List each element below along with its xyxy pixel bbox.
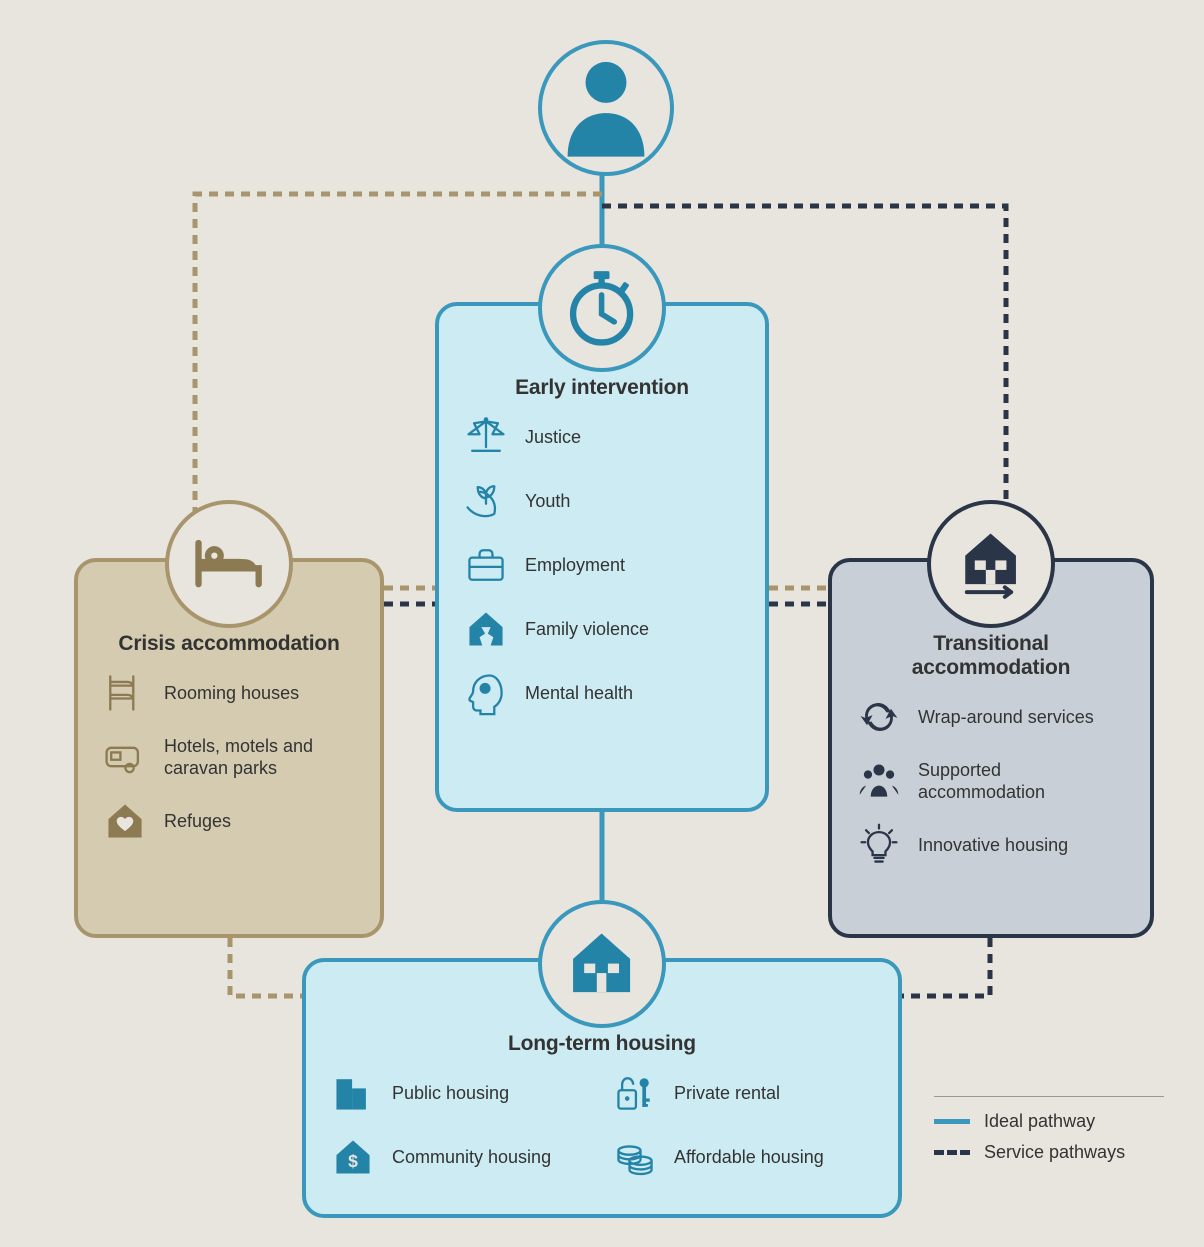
item-label: Innovative housing [918,834,1068,857]
item-label: Public housing [392,1082,509,1105]
crisis-items: Rooming houses Hotels, motels and carava… [102,670,356,844]
house-icon [562,924,641,1003]
long-item: Private rental [612,1070,874,1116]
item-label: Affordable housing [674,1146,824,1169]
person-icon [542,44,670,172]
early-item: Youth [463,478,741,524]
briefcase-icon [463,542,509,588]
trans-head-circle [927,500,1055,628]
item-label: Family violence [525,618,649,641]
item-label: Employment [525,554,625,577]
item-label: Hotels, motels and caravan parks [164,735,356,780]
card-long-term-housing: Long-term housing Public housing Private… [302,958,902,1218]
house-dollar-icon: $ [330,1134,376,1180]
item-label: Community housing [392,1146,551,1169]
bed-icon [189,524,268,603]
head-brain-icon [463,670,509,716]
trans-item: Supported accommodation [856,758,1126,804]
bunk-icon [102,670,148,716]
coins-icon [612,1134,658,1180]
legend-dash-line [934,1150,970,1155]
long-item: $ Community housing [330,1134,592,1180]
item-label: Supported accommodation [918,759,1126,804]
legend-service-label: Service pathways [984,1142,1125,1163]
plant-icon [463,478,509,524]
early-items: Justice Youth Employment Family violence… [463,414,741,716]
legend-ideal-label: Ideal pathway [984,1111,1095,1132]
crisis-title: Crisis accommodation [102,632,356,656]
trans-item: Innovative housing [856,822,1126,868]
item-label: Refuges [164,810,231,833]
trans-items: Wrap-around services Supported accommoda… [856,694,1126,868]
item-label: Private rental [674,1082,780,1105]
item-label: Mental health [525,682,633,705]
long-item: Public housing [330,1070,592,1116]
svg-text:$: $ [348,1151,358,1171]
long-head-circle [538,900,666,1028]
legend-service: Service pathways [934,1142,1164,1163]
diagram-stage: Early intervention Justice Youth Employm… [0,0,1204,1247]
item-label: Wrap-around services [918,706,1094,729]
legend-solid-line [934,1119,970,1124]
item-label: Justice [525,426,581,449]
trans-title: Transitional accommodation [856,632,1126,680]
crisis-head-circle [165,500,293,628]
trans-item: Wrap-around services [856,694,1126,740]
crisis-item: Hotels, motels and caravan parks [102,734,356,780]
early-title: Early intervention [463,376,741,400]
card-early-intervention: Early intervention Justice Youth Employm… [435,302,769,812]
item-label: Youth [525,490,570,513]
early-head-circle [538,244,666,372]
item-label: Rooming houses [164,682,299,705]
early-item: Mental health [463,670,741,716]
crisis-item: Rooming houses [102,670,356,716]
crisis-item: Refuges [102,798,356,844]
long-item: Affordable housing [612,1134,874,1180]
person-circle [538,40,674,176]
people-icon [856,758,902,804]
legend-ideal: Ideal pathway [934,1111,1164,1132]
buildings-icon [330,1070,376,1116]
house-break-icon [463,606,509,652]
lock-key-icon [612,1070,658,1116]
early-item: Justice [463,414,741,460]
house-heart-icon [102,798,148,844]
bulb-icon [856,822,902,868]
card-transitional-accommodation: Transitional accommodation Wrap-around s… [828,558,1154,938]
early-item: Family violence [463,606,741,652]
early-item: Employment [463,542,741,588]
card-crisis-accommodation: Crisis accommodation Rooming houses Hote… [74,558,384,938]
long-title: Long-term housing [330,1032,874,1056]
scales-icon [463,414,509,460]
house-arrow-icon [951,524,1030,603]
long-items: Public housing Private rental $ Community… [330,1070,874,1180]
caravan-icon [102,734,148,780]
stopwatch-icon [562,268,641,347]
legend: Ideal pathway Service pathways [934,1096,1164,1207]
cycle-icon [856,694,902,740]
